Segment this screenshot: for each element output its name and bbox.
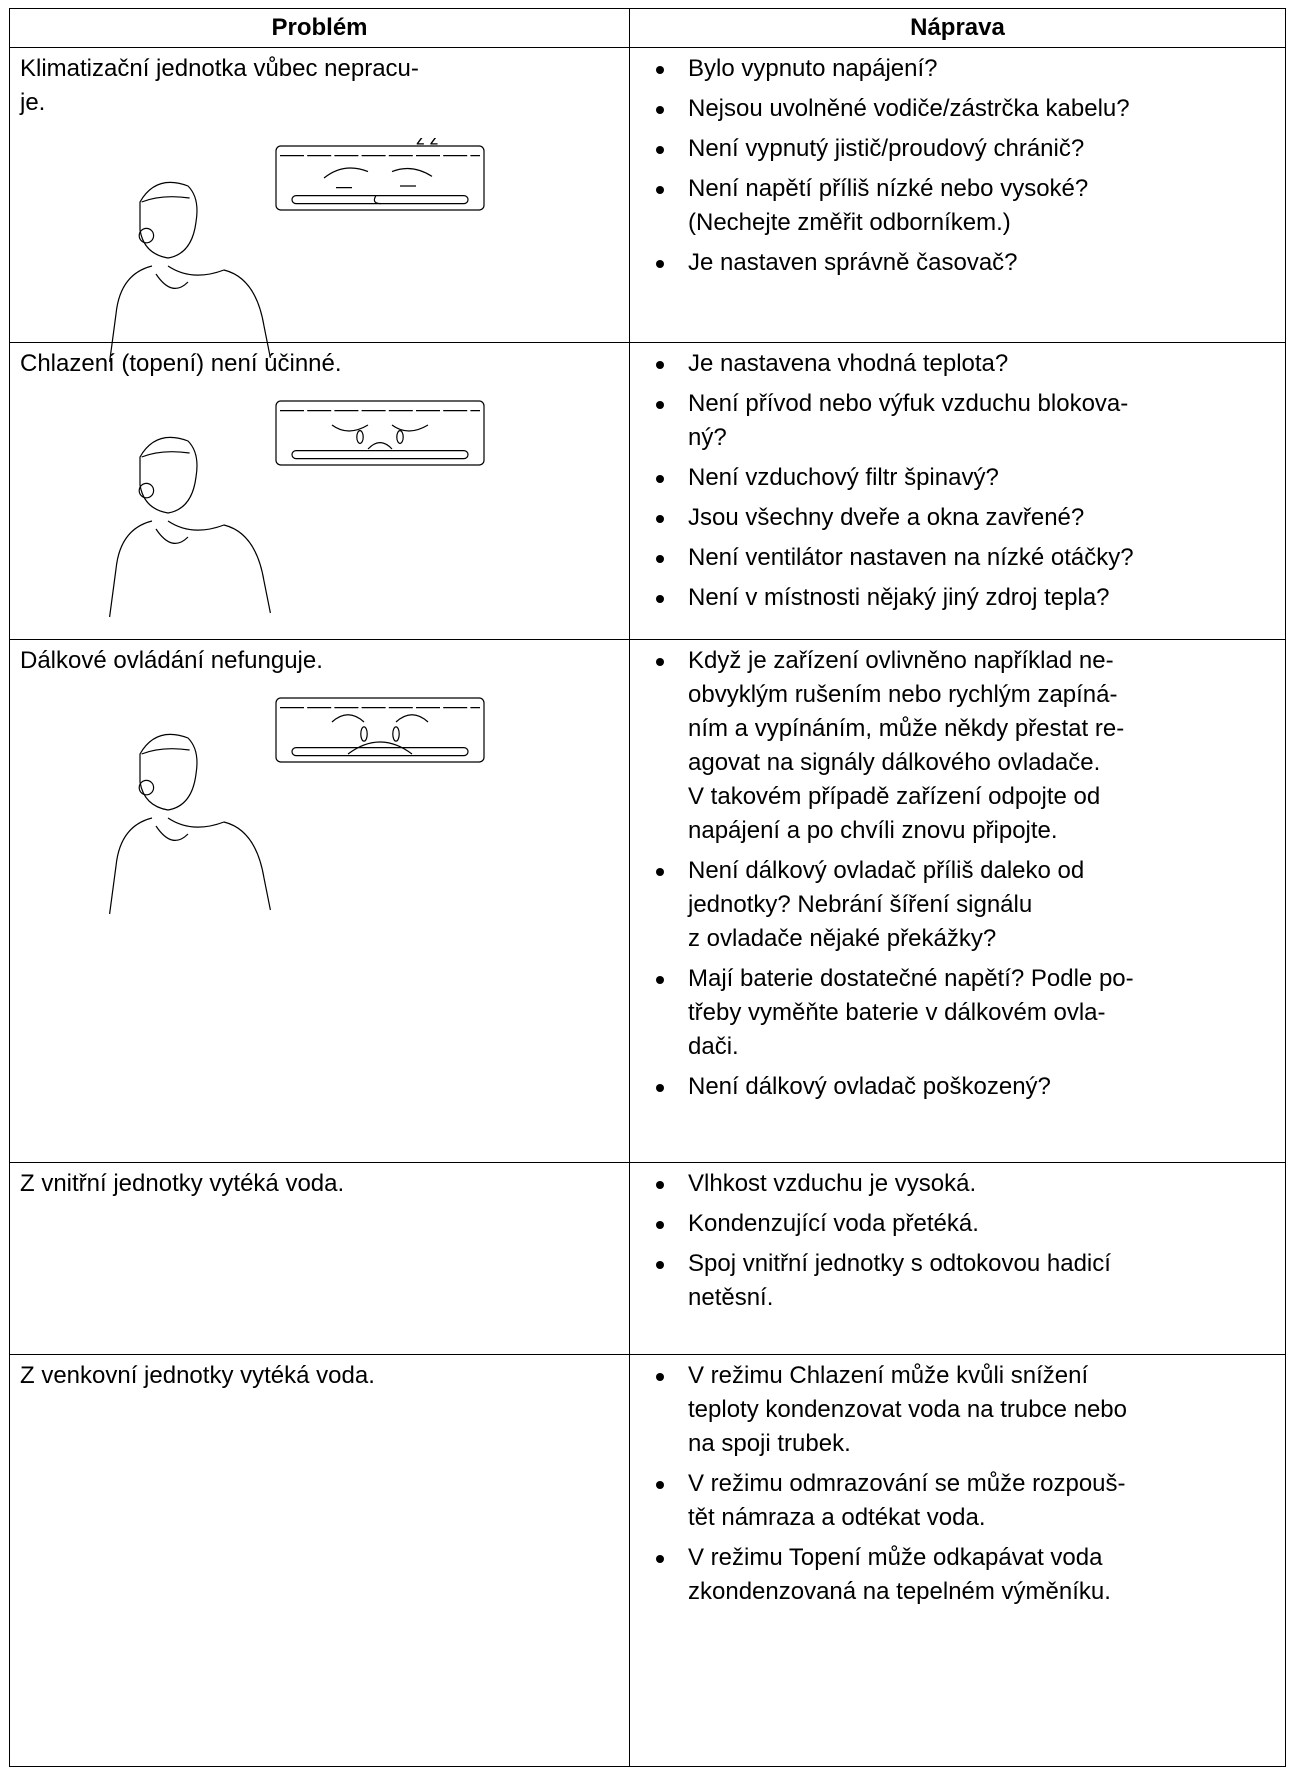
problem-text: Chlazení (topení) není účinné. — [20, 350, 342, 377]
table-row: Chlazení (topení) není účinné. Je nastav… — [9, 342, 1286, 640]
header-cell: Problém — [9, 8, 630, 48]
remedy-item: Bylo vypnuto napájení? — [654, 52, 1275, 86]
remedy-text: Spoj vnitřní jednotky s odtokovou hadicí — [688, 1250, 1111, 1277]
remedy-list: Bylo vypnuto napájení? Nejsou uvolněné vo… — [654, 52, 1275, 280]
remedy-text: ný? — [688, 424, 727, 451]
remedy-text: V režimu Topení může odkapávat voda — [688, 1544, 1103, 1571]
illustration: z z — [109, 138, 485, 363]
remedy-cell: V režimu Chlazení může kvůli snížení tepl… — [629, 1354, 1286, 1767]
remedy-item: V režimu odmrazování se může rozpouš-tět… — [654, 1467, 1275, 1535]
remedy-text: Není napětí příliš nízké nebo vysoké? — [688, 175, 1089, 202]
remedy-text: na spoji trubek. — [688, 1430, 851, 1457]
remedy-item: Vlhkost vzduchu je vysoká. — [654, 1167, 1275, 1201]
remedy-list: Je nastavena vhodná teplota? Není přívod … — [654, 347, 1275, 615]
remedy-text: Není v místnosti nějaký jiný zdroj tepla… — [688, 584, 1110, 611]
problem-text: je. — [20, 89, 46, 116]
remedy-text: teploty kondenzovat voda na trubce nebo — [688, 1396, 1127, 1423]
remedy-text: obvyklým rušením nebo rychlým zapíná- — [688, 681, 1118, 708]
remedy-item: Není ventilátor nastaven na nízké otáčky… — [654, 541, 1275, 575]
troubleshooting-table: Problém Náprava Klimatizační jednotka vů… — [9, 8, 1286, 1767]
remedy-text: Není vypnutý jistič/proudový chránič? — [688, 135, 1085, 162]
remedy-text: V režimu odmrazování se může rozpouš- — [688, 1470, 1126, 1497]
remedy-text: dači. — [688, 1033, 739, 1060]
table-row: Z venkovní jednotky vytéká voda. V režimu… — [9, 1354, 1286, 1767]
remedy-item: Není dálkový ovladač poškozený? — [654, 1070, 1275, 1104]
problem-cell: Z vnitřní jednotky vytéká voda. — [9, 1162, 630, 1355]
remedy-item: Není dálkový ovladač příliš daleko od jed… — [654, 854, 1275, 956]
remedy-list: V režimu Chlazení může kvůli snížení tepl… — [654, 1359, 1275, 1609]
problem-cell: Chlazení (topení) není účinné. — [9, 342, 630, 640]
remedy-text: zkondenzovaná na tepelném výměníku. — [688, 1578, 1111, 1605]
remedy-item: Není přívod nebo výfuk vzduchu blokova-n… — [654, 387, 1275, 455]
remedy-list: Když je zařízení ovlivněno například ne-… — [654, 644, 1275, 1104]
remedy-item: Jsou všechny dveře a okna zavřené? — [654, 501, 1275, 535]
table-row: Klimatizační jednotka vůbec nepracu-je. … — [9, 47, 1286, 363]
remedy-text: tět námraza a odtékat voda. — [688, 1504, 986, 1531]
remedy-text: Mají baterie dostatečné napětí? Podle po… — [688, 965, 1134, 992]
problem-text: Z vnitřní jednotky vytéká voda. — [20, 1170, 345, 1197]
remedy-text: Vlhkost vzduchu je vysoká. — [688, 1170, 977, 1197]
remedy-text: agovat na signály dálkového ovladače. — [688, 749, 1101, 776]
remedy-item: Spoj vnitřní jednotky s odtokovou hadicí… — [654, 1247, 1275, 1315]
remedy-item: Není vzduchový filtr špinavý? — [654, 461, 1275, 495]
remedy-cell: Bylo vypnuto napájení? Nejsou uvolněné vo… — [629, 47, 1286, 343]
remedy-item: Není vypnutý jistič/proudový chránič? — [654, 132, 1275, 166]
remedy-item: V režimu Topení může odkapávat voda zkond… — [654, 1541, 1275, 1609]
problem-cell: Dálkové ovládání nefunguje. — [9, 639, 630, 1163]
remedy-text: Když je zařízení ovlivněno například ne- — [688, 647, 1114, 674]
remedy-item: Kondenzující voda přetéká. — [654, 1207, 1275, 1241]
remedy-text: (Nechejte změřit odborníkem.) — [688, 209, 1011, 236]
remedy-text: napájení a po chvíli znovu připojte. — [688, 817, 1058, 844]
remedy-text: z ovladače nějaké překážky? — [688, 925, 997, 952]
remedy-text: Není ventilátor nastaven na nízké otáčky… — [688, 544, 1134, 571]
remedy-cell: Když je zařízení ovlivněno například ne-… — [629, 639, 1286, 1163]
remedy-text: třeby vyměňte baterie v dálkovém ovla- — [688, 999, 1106, 1026]
remedy-item: Je nastavena vhodná teplota? — [654, 347, 1275, 381]
remedy-item: Když je zařízení ovlivněno například ne-… — [654, 644, 1275, 848]
table-row: Dálkové ovládání nefunguje. Když je zaří… — [9, 639, 1286, 1163]
svg-text:z z: z z — [416, 138, 438, 148]
remedy-text: Není vzduchový filtr špinavý? — [688, 464, 999, 491]
remedy-text: Bylo vypnuto napájení? — [688, 55, 938, 82]
remedy-text: Je nastaven správně časovač? — [688, 249, 1018, 276]
remedy-text: V režimu Chlazení může kvůli snížení — [688, 1362, 1089, 1389]
remedy-text: ním a vypínáním, může někdy přestat re- — [688, 715, 1125, 742]
remedy-text: Není dálkový ovladač poškozený? — [688, 1073, 1051, 1100]
illustration — [109, 400, 485, 618]
remedy-text: V takovém případě zařízení odpojte od — [688, 783, 1101, 810]
remedy-text: Kondenzující voda přetéká. — [688, 1210, 979, 1237]
remedy-list: Vlhkost vzduchu je vysoká. Kondenzující v… — [654, 1167, 1275, 1315]
remedy-text: Je nastavena vhodná teplota? — [688, 350, 1009, 377]
remedy-item: Je nastaven správně časovač? — [654, 246, 1275, 280]
remedy-text: Není přívod nebo výfuk vzduchu blokova- — [688, 390, 1129, 417]
remedy-cell: Vlhkost vzduchu je vysoká. Kondenzující v… — [629, 1162, 1286, 1355]
remedy-item: Není napětí příliš nízké nebo vysoké? (Ne… — [654, 172, 1275, 240]
remedy-text: Není dálkový ovladač příliš daleko od — [688, 857, 1085, 884]
remedy-text: Jsou všechny dveře a okna zavřené? — [688, 504, 1085, 531]
remedy-item: Nejsou uvolněné vodiče/zástrčka kabelu? — [654, 92, 1275, 126]
remedy-item: V režimu Chlazení může kvůli snížení tepl… — [654, 1359, 1275, 1461]
table-row: Z vnitřní jednotky vytéká voda. Vlhkost v… — [9, 1162, 1286, 1355]
header-cell: Náprava — [629, 8, 1286, 48]
problem-cell: Z venkovní jednotky vytéká voda. — [9, 1354, 630, 1767]
problem-text: Z venkovní jednotky vytéká voda. — [20, 1362, 375, 1389]
remedy-text: Nejsou uvolněné vodiče/zástrčka kabelu? — [688, 95, 1130, 122]
illustration — [109, 697, 485, 915]
problem-text: Dálkové ovládání nefunguje. — [20, 647, 323, 674]
remedy-item: Mají baterie dostatečné napětí? Podle po… — [654, 962, 1275, 1064]
remedy-text: netěsní. — [688, 1284, 774, 1311]
remedy-text: jednotky? Nebrání šíření signálu — [688, 891, 1033, 918]
remedy-item: Není v místnosti nějaký jiný zdroj tepla… — [654, 581, 1275, 615]
problem-text: Klimatizační jednotka vůbec nepracu- — [20, 55, 419, 82]
remedy-cell: Je nastavena vhodná teplota? Není přívod … — [629, 342, 1286, 640]
problem-cell: Klimatizační jednotka vůbec nepracu-je. … — [9, 47, 630, 363]
